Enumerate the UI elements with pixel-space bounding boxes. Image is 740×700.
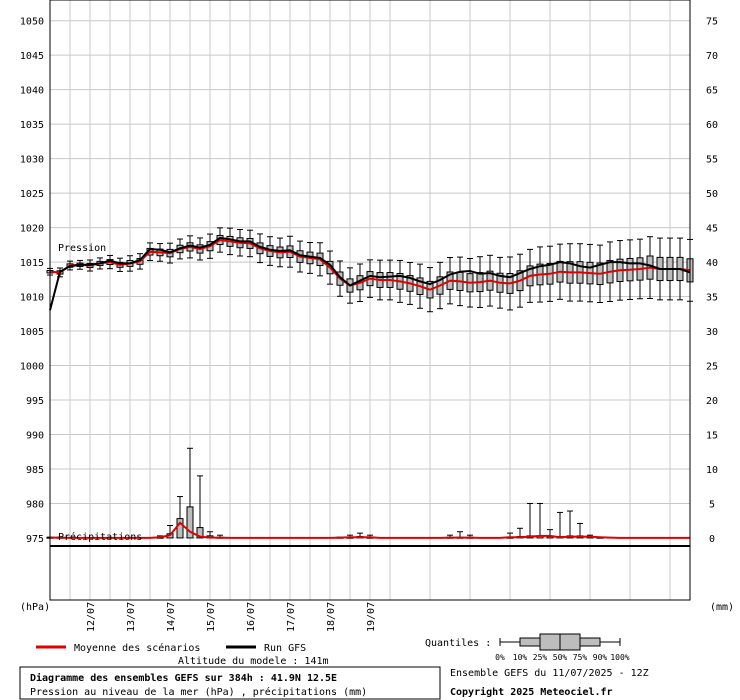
chart-title: Diagramme des ensembles GEFS sur 384h : …: [30, 672, 337, 684]
left-tick-label: 1020: [20, 224, 44, 235]
right-tick-label: 10: [706, 465, 718, 476]
right-tick-label: 65: [706, 86, 718, 97]
right-tick-label: 70: [706, 51, 718, 62]
right-tick-label: 40: [706, 258, 718, 269]
x-tick-label: 18/07: [326, 602, 337, 632]
pressure-mean-line: [49, 238, 691, 291]
quantile-legend-box: [499, 633, 621, 651]
copyright: Copyright 2025 Meteociel.fr: [450, 686, 613, 698]
quantile-tick-label: 10%: [513, 653, 528, 662]
left-tick-label: 1025: [20, 189, 44, 200]
left-tick-label: 995: [26, 396, 44, 407]
precip-iqr: [176, 518, 184, 539]
left-tick-label: 1040: [20, 86, 44, 97]
left-tick-label: 980: [26, 499, 44, 510]
right-tick-label: 5: [709, 499, 715, 510]
right-tick-label: 20: [706, 396, 718, 407]
x-tick-label: 12/07: [86, 602, 97, 632]
right-tick-label: 25: [706, 362, 718, 373]
left-tick-label: 1000: [20, 362, 44, 373]
right-tick-label: 30: [706, 327, 718, 338]
plot-frame: [49, 0, 691, 601]
title-box: [19, 666, 441, 700]
altitude-text: Altitude du modele : 141m: [178, 656, 329, 667]
precip-box: [536, 502, 544, 539]
x-tick-label: 13/07: [126, 602, 137, 632]
left-tick-label: 985: [26, 465, 44, 476]
right-tick-label: 55: [706, 155, 718, 166]
quantile-tick-label: 0%: [495, 653, 505, 662]
quantile-tick-label: 50%: [553, 653, 568, 662]
x-tick-label: 14/07: [166, 602, 177, 632]
left-tick-label: 1035: [20, 120, 44, 131]
legend-run-label: Run GFS: [264, 643, 306, 654]
left-axis-ticks: 975 980 985 990 995 1000 1005 1010 1015 1020 1025 1…: [20, 17, 44, 545]
left-tick-label: 990: [26, 430, 44, 441]
x-tick-label: 19/07: [366, 602, 377, 632]
quantile-tick-label: 75%: [573, 653, 588, 662]
x-axis-ticks: 12/07 13/07 14/07 15/07 16/07 17/07 18/07 19/07: [86, 602, 377, 632]
precip-box: [176, 496, 184, 539]
precip-panel-label: Précipitations: [58, 531, 142, 543]
quantile-tick-label: 25%: [533, 653, 548, 662]
pressure-panel-label: Pression: [58, 243, 106, 254]
right-tick-label: 60: [706, 120, 718, 131]
x-tick-label: 17/07: [286, 602, 297, 632]
legend-mean-label: Moyenne des scénarios: [74, 642, 200, 654]
chart-subtitle: Pression au niveau de la mer (hPa) , pré…: [30, 686, 367, 698]
precip-box: [566, 510, 574, 539]
left-tick-label: 1010: [20, 293, 44, 304]
right-tick-label: 35: [706, 293, 718, 304]
left-tick-label: 1045: [20, 51, 44, 62]
left-tick-label: 975: [26, 534, 44, 545]
run-info: Ensemble GEFS du 11/07/2025 - 12Z: [450, 668, 649, 679]
pressure-gfs-run-line: [49, 236, 691, 311]
right-tick-label: 15: [706, 430, 718, 441]
precip-box: [186, 447, 194, 539]
left-tick-label: 1005: [20, 327, 44, 338]
left-axis-unit: (hPa): [20, 602, 50, 613]
quantile-tick-label: 100%: [610, 653, 629, 662]
quantiles-label: Quantiles :: [425, 638, 491, 649]
x-tick-label: 15/07: [206, 602, 217, 632]
precip-box: [526, 502, 534, 539]
left-tick-label: 1050: [20, 17, 44, 28]
precip-mean-line: [50, 521, 690, 539]
right-tick-label: 75: [706, 17, 718, 28]
precip-box: [196, 475, 204, 539]
precip-iqr: [186, 506, 194, 539]
precip-box: [556, 511, 564, 539]
right-axis-ticks: 0 5 10 15 20 25 30 35 40 45 50 55 60 65 70 75: [706, 17, 718, 545]
left-tick-label: 1030: [20, 155, 44, 166]
right-tick-label: 50: [706, 189, 718, 200]
precip-iqr: [196, 527, 204, 539]
left-tick-label: 1015: [20, 258, 44, 269]
right-tick-label: 0: [709, 534, 715, 545]
quantile-tick-labels: 0% 10% 25% 50% 75% 90% 100%: [495, 653, 630, 662]
quantile-tick-label: 90%: [593, 653, 608, 662]
grid: [50, 0, 690, 600]
x-tick-label: 16/07: [246, 602, 257, 632]
right-axis-unit: (mm): [710, 602, 734, 613]
right-tick-label: 45: [706, 224, 718, 235]
